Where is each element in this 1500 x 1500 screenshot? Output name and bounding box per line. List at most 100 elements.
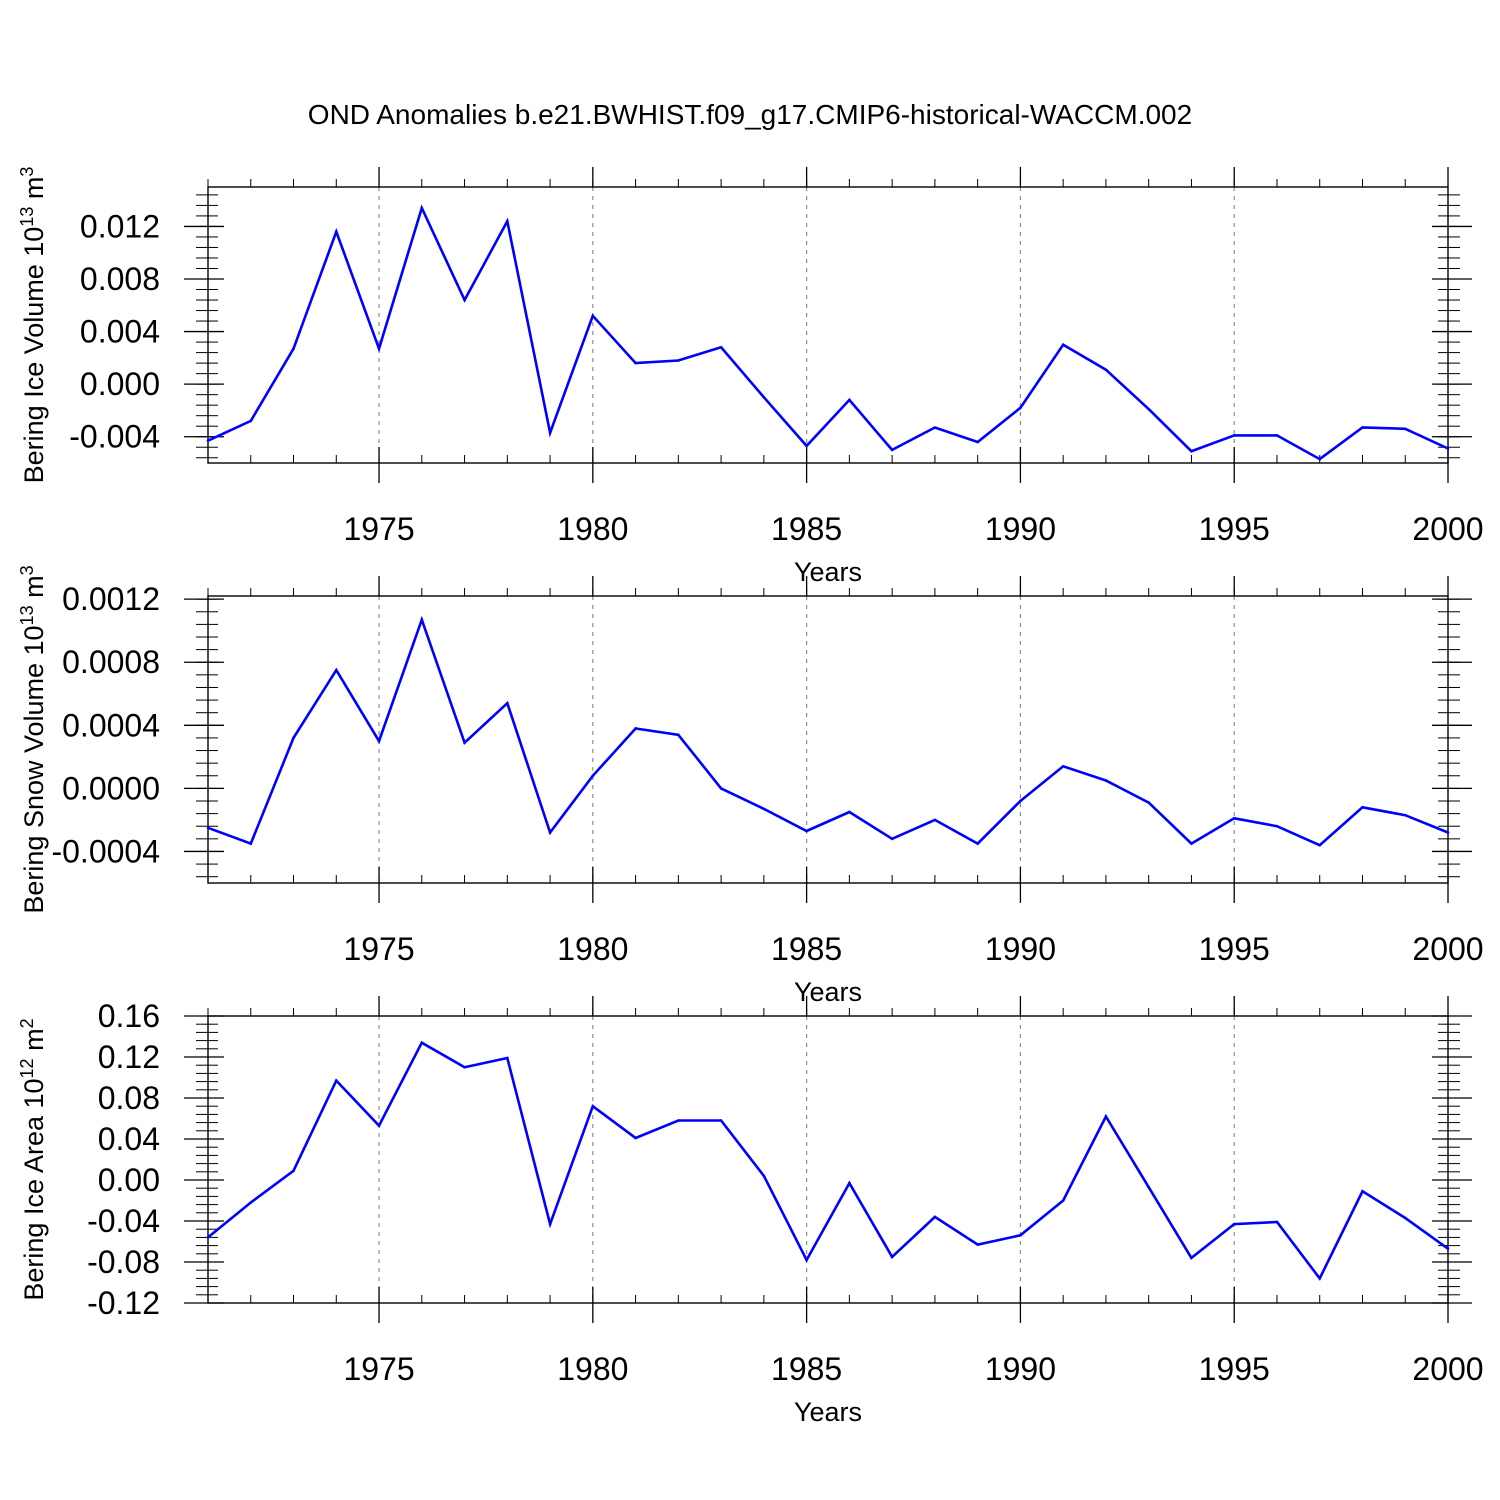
data-point [506, 219, 509, 223]
data-point [890, 837, 894, 841]
x-tick-label: 1985 [771, 511, 842, 547]
panel-1: 1975 1980 1985 1990 1995 2000 -0.004 0.000 0.004… [17, 167, 1484, 587]
data-point [890, 1255, 894, 1259]
data-point [1104, 1115, 1108, 1118]
data-point [1104, 779, 1108, 782]
y-axis-label: Bering Snow Volume 1013 m3 [17, 565, 49, 913]
data-point [463, 298, 466, 302]
y-tick-label: 0.12 [98, 1039, 160, 1075]
x-tick-label: 1975 [343, 511, 414, 547]
data-point [719, 1119, 723, 1122]
x-tick-label: 1975 [343, 931, 414, 967]
data-point [1275, 434, 1279, 437]
data-point [1019, 799, 1022, 803]
data-point [1190, 842, 1193, 845]
data-point [420, 1041, 424, 1044]
data-point [1403, 813, 1407, 817]
data-point [1361, 1189, 1364, 1193]
y-tick-label: 0.008 [80, 261, 160, 297]
data-point [1190, 1256, 1193, 1260]
data-point [634, 727, 637, 730]
data-point [1318, 1277, 1322, 1280]
data-point [762, 807, 766, 811]
x-tick-label: 1990 [985, 931, 1056, 967]
data-point [249, 842, 253, 845]
data-point [420, 618, 424, 621]
data-point [976, 1243, 979, 1246]
y-tick-label: 0.004 [80, 314, 160, 350]
data-point [1232, 817, 1236, 820]
x-tick-label: 2000 [1412, 1351, 1483, 1387]
plot-frame [207, 595, 1449, 884]
data-point [1275, 824, 1279, 828]
data-point [1318, 457, 1322, 461]
data-point [1446, 1247, 1450, 1250]
y-tick-label: 0.0000 [62, 770, 160, 806]
data-point [1019, 1234, 1022, 1237]
data-point [1446, 831, 1450, 834]
data-point [1190, 449, 1193, 453]
data-point [890, 448, 894, 452]
data-point [1318, 843, 1322, 847]
y-tick-label: -0.12 [87, 1285, 160, 1321]
data-point [377, 739, 381, 743]
data-point [634, 361, 637, 365]
data-point [677, 733, 680, 737]
data-point [719, 346, 723, 349]
y-axis-label: Bering Ice Area 1012 m2 [17, 1018, 49, 1300]
data-point [1275, 1220, 1279, 1224]
data-point [591, 314, 595, 318]
data-point [1361, 426, 1364, 429]
data-point [1446, 447, 1450, 450]
data-point [334, 230, 338, 233]
y-tick-label: 0.0012 [62, 581, 160, 617]
x-tick-label: 2000 [1412, 931, 1483, 967]
data-point [334, 1079, 338, 1082]
x-axis-label: Years [794, 557, 862, 587]
data-point [1403, 1216, 1407, 1220]
plot-frame [207, 1015, 1449, 1304]
data-point [249, 1201, 253, 1204]
panel-3: 1975 1980 1985 1990 1995 2000 -0.12 -0.08 -0.04 0… [17, 996, 1484, 1427]
data-point [377, 347, 381, 350]
x-tick-label: 1995 [1199, 511, 1270, 547]
y-axis-label: Bering Ice Volume 1013 m3 [17, 167, 49, 484]
series-line [207, 204, 1449, 461]
x-tick-label: 1980 [557, 1351, 628, 1387]
x-tick-label: 1990 [985, 511, 1056, 547]
data-point [1403, 427, 1407, 431]
data-point [506, 1056, 509, 1060]
data-point [805, 1258, 808, 1262]
data-point [249, 419, 253, 423]
data-point [548, 431, 552, 435]
data-point [677, 359, 680, 362]
y-tick-label: 0.08 [98, 1080, 160, 1116]
data-point [976, 842, 979, 845]
data-point [506, 701, 509, 705]
data-point [1147, 801, 1150, 804]
data-point [292, 736, 295, 740]
y-tick-label: -0.004 [69, 419, 160, 455]
data-point [1019, 406, 1022, 410]
x-tick-label: 1985 [771, 931, 842, 967]
y-tick-label: -0.08 [87, 1244, 160, 1280]
data-point [976, 440, 979, 444]
data-point [548, 831, 552, 834]
x-axis-label: Years [794, 977, 862, 1007]
x-tick-label: 1985 [771, 1351, 842, 1387]
data-point [1232, 434, 1236, 437]
x-tick-label: 1990 [985, 1351, 1056, 1387]
data-point [1361, 806, 1364, 809]
data-point [634, 1136, 637, 1140]
data-point [591, 774, 595, 778]
y-tick-label: 0.0004 [62, 707, 160, 743]
data-point [591, 1104, 595, 1108]
data-point [933, 1215, 937, 1219]
data-point [848, 810, 851, 814]
data-point [206, 1236, 210, 1239]
y-tick-label: 0.16 [98, 998, 160, 1034]
x-tick-label: 1980 [557, 931, 628, 967]
data-point [762, 1174, 766, 1178]
y-tick-label: 0.00 [98, 1162, 160, 1198]
data-point [206, 439, 210, 442]
